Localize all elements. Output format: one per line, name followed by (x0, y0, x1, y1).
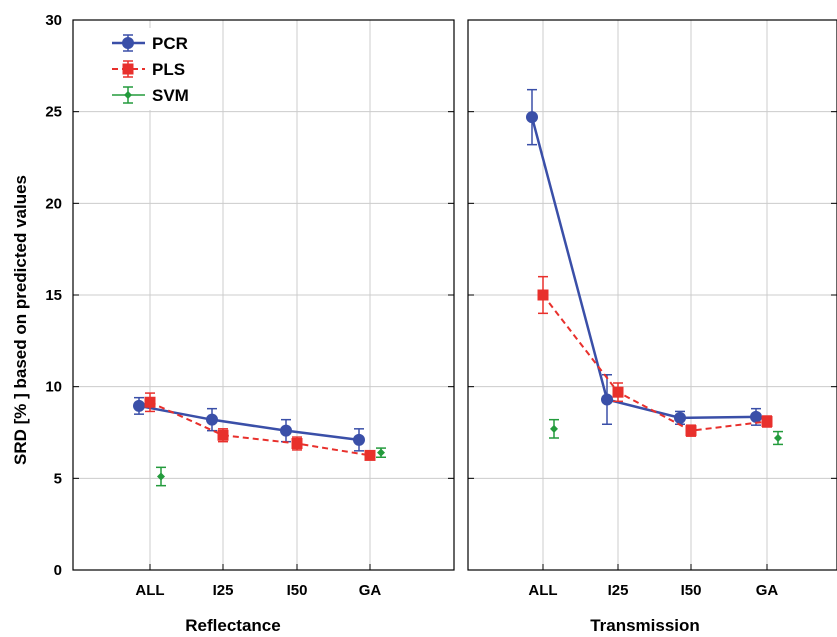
point-svm-1-GA (774, 434, 782, 442)
legend-entry-svm: SVM (112, 86, 189, 105)
x-tick-label-0-I25: I25 (213, 582, 234, 599)
point-pls-1-I25 (612, 386, 624, 398)
series-line-pls-1 (542, 294, 768, 432)
legend-marker-pcr (122, 37, 134, 49)
point-pls-0-GA (364, 449, 376, 461)
x-tick-label-0-ALL: ALL (135, 582, 164, 599)
x-axis-title-transmission: Transmission (590, 616, 700, 635)
point-pls-1-GA (761, 416, 773, 427)
point-pcr-1-I50 (674, 411, 686, 424)
y-tick-label-30: 30 (45, 12, 62, 29)
series-layer (133, 88, 783, 487)
x-tick-label-0-GA: GA (359, 582, 382, 599)
point-pcr-1-GA (750, 410, 762, 423)
series-line-pls-0 (149, 401, 371, 457)
x-tick-label-1-I25: I25 (608, 582, 629, 599)
legend-marker-pls (122, 63, 134, 75)
point-pcr-1-ALL (526, 111, 538, 124)
point-pls-0-I50 (291, 438, 303, 449)
y-tick-label-10: 10 (45, 379, 62, 396)
x-tick-label-1-I50: I50 (681, 582, 702, 599)
point-pcr-0-I25 (206, 413, 218, 426)
y-tick-label-5: 5 (54, 470, 62, 487)
legend-entry-pcr: PCR (112, 34, 188, 53)
grid-layer (73, 20, 837, 570)
x-tick-label-1-ALL: ALL (528, 582, 557, 599)
y-tick-label-0: 0 (54, 562, 62, 579)
y-tick-label-25: 25 (45, 104, 62, 121)
legend: PCR PLS SVM (108, 28, 212, 110)
point-pcr-0-I50 (280, 424, 292, 437)
panel-frame-1 (467, 19, 837, 571)
legend-label-pcr: PCR (152, 34, 188, 53)
series-line-pcr-1 (530, 116, 757, 420)
point-pls-1-ALL (537, 289, 549, 301)
legend-label-pls: PLS (152, 60, 185, 79)
x-tick-label-0-I50: I50 (287, 582, 308, 599)
point-pls-1-I50 (685, 425, 697, 437)
legend-label-svm: SVM (152, 86, 189, 105)
labels-layer: 0 5 10 15 20 25 30 ALL I25 I50 GA ALL I25 I50 GA (45, 12, 778, 599)
x-axis-title-reflectance: Reflectance (185, 616, 280, 635)
y-axis-title: SRD [% ] based on predicted values (11, 175, 30, 465)
panel-frame-0 (72, 19, 455, 571)
point-pcr-1-I25 (601, 393, 613, 406)
legend-entry-pls: PLS (112, 60, 185, 79)
legend-marker-svm (124, 91, 132, 99)
y-tick-label-15: 15 (45, 287, 62, 304)
point-svm-0-GA (377, 448, 385, 457)
point-pls-0-I25 (217, 429, 229, 441)
point-pcr-0-GA (353, 433, 365, 446)
y-tick-label-20: 20 (45, 195, 62, 212)
series-line-pcr-0 (138, 404, 360, 442)
point-svm-0-ALL (157, 472, 165, 481)
point-pcr-0-ALL (133, 399, 145, 412)
x-tick-label-1-GA: GA (756, 582, 779, 599)
axes-layer (72, 19, 837, 571)
point-pls-0-ALL (144, 396, 156, 408)
point-svm-1-ALL (550, 424, 558, 433)
